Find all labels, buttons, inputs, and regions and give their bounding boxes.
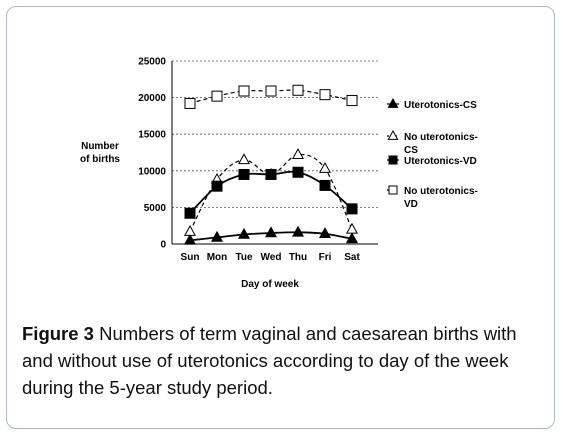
legend-label-2: Uterotonics-VD bbox=[404, 156, 477, 167]
data-point-0 bbox=[264, 226, 278, 238]
legend-label-3: VD bbox=[404, 199, 418, 210]
y-tick-label: 5000 bbox=[144, 203, 167, 214]
x-tick-label: Tue bbox=[235, 252, 252, 263]
data-point-0 bbox=[210, 230, 224, 242]
y-tick-label: 25000 bbox=[138, 57, 166, 68]
y-tick-label: 15000 bbox=[138, 130, 166, 141]
data-point-3 bbox=[238, 85, 250, 97]
caption-label: Figure 3 bbox=[22, 323, 94, 344]
legend-marker-0 bbox=[387, 98, 399, 108]
data-point-2 bbox=[319, 179, 331, 191]
data-point-3 bbox=[211, 90, 223, 102]
data-point-0 bbox=[345, 232, 359, 244]
data-point-3 bbox=[346, 95, 358, 107]
data-point-2 bbox=[292, 166, 304, 178]
caption-text: Numbers of term vaginal and caesarean bi… bbox=[22, 323, 517, 398]
x-tick-label: Mon bbox=[207, 252, 228, 263]
figure-caption: Figure 3 Numbers of term vaginal and cae… bbox=[22, 320, 550, 401]
data-point-3 bbox=[184, 97, 196, 109]
x-tick-label: Wed bbox=[261, 252, 282, 263]
data-point-2 bbox=[346, 203, 358, 215]
data-point-2 bbox=[184, 207, 196, 219]
y-tick-label: 20000 bbox=[138, 93, 166, 104]
data-point-1 bbox=[291, 148, 305, 159]
y-axis-label: of births bbox=[80, 154, 120, 165]
y-tick-label: 10000 bbox=[138, 166, 166, 177]
y-tick-label: 0 bbox=[160, 240, 166, 251]
data-point-0 bbox=[318, 227, 332, 239]
legend-marker-3 bbox=[388, 185, 398, 195]
data-point-0 bbox=[291, 225, 305, 237]
legend-label-1: CS bbox=[404, 145, 418, 156]
legend-label-1: No uterotonics- bbox=[404, 132, 478, 143]
x-axis-label: Day of week bbox=[241, 279, 299, 290]
series-line-1 bbox=[189, 153, 353, 232]
data-point-3 bbox=[319, 89, 331, 101]
data-point-1 bbox=[237, 153, 251, 165]
data-point-0 bbox=[237, 227, 251, 239]
legend-label-3: No uterotonics- bbox=[404, 186, 478, 197]
x-tick-label: Fri bbox=[319, 252, 332, 263]
data-point-2 bbox=[265, 168, 277, 180]
data-point-3 bbox=[265, 85, 277, 97]
data-point-2 bbox=[238, 168, 250, 180]
line-chart: 0 5000 10000 15000 20000 25000 Sun Mon Tue Wed Thu… bbox=[80, 57, 478, 291]
x-tick-label: Sun bbox=[181, 252, 200, 263]
data-point-1 bbox=[318, 161, 332, 173]
data-point-2 bbox=[211, 180, 223, 192]
data-point-3 bbox=[292, 84, 304, 96]
y-axis-label: Number bbox=[81, 141, 119, 152]
data-point-1 bbox=[345, 222, 359, 234]
legend-label-0: Uterotonics-CS bbox=[404, 100, 477, 111]
legend-marker-1 bbox=[387, 130, 399, 140]
data-point-1 bbox=[183, 224, 197, 236]
x-tick-label: Thu bbox=[289, 252, 307, 263]
x-tick-label: Sat bbox=[344, 252, 360, 263]
legend-marker-2 bbox=[388, 155, 398, 165]
figure-frame bbox=[6, 6, 555, 429]
data-point-0 bbox=[183, 233, 197, 245]
